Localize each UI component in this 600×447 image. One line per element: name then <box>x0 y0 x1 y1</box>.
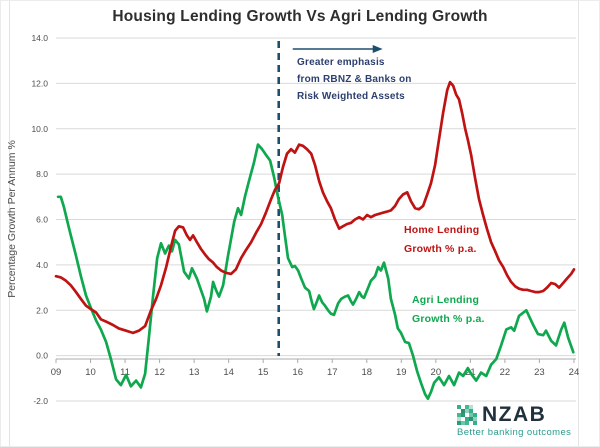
y-tick-label: 0.0 <box>36 351 48 361</box>
mosaic-pixel <box>461 413 465 417</box>
mosaic-pixel <box>465 409 469 413</box>
x-tick-label: 12 <box>154 367 165 378</box>
y-tick-label: -2.0 <box>33 396 48 406</box>
y-tick-label: 10.0 <box>31 124 48 134</box>
mosaic-pixel <box>469 405 473 409</box>
x-tick-label: 24 <box>569 367 580 378</box>
x-tick-label: 16 <box>292 367 303 378</box>
x-tick-label: 15 <box>258 367 269 378</box>
mosaic-pixel <box>469 417 473 421</box>
x-tick-label: 13 <box>189 367 200 378</box>
x-tick-label: 17 <box>327 367 338 378</box>
mosaic-pixel <box>473 421 477 425</box>
mosaic-pixel <box>465 417 469 421</box>
y-tick-label: 6.0 <box>36 215 48 225</box>
mosaic-pixel <box>457 413 461 417</box>
nzab-logo: NZAB Better banking outcomes <box>457 403 572 438</box>
x-tick-label: 19 <box>396 367 407 378</box>
series-line-agri <box>56 143 575 401</box>
mosaic-pixel <box>457 417 461 421</box>
mosaic-pixel <box>473 409 477 413</box>
right-frame-line <box>578 1 579 446</box>
mosaic-pixel <box>457 409 461 413</box>
mosaic-pixel <box>461 409 465 413</box>
annotation-line-3: Risk Weighted Assets <box>297 91 405 102</box>
x-tick-label: 09 <box>51 367 62 378</box>
home-lending-series-label: Home Lending Growth % p.a. <box>404 224 480 255</box>
y-tick-label: 12.0 <box>31 78 48 88</box>
mosaic-pixel <box>461 405 465 409</box>
mosaic-pixel <box>465 405 469 409</box>
mosaic-pixel <box>469 409 473 413</box>
mosaic-pixel <box>469 421 473 425</box>
y-axis-title: Percentage Growth Per Annum % <box>6 140 18 298</box>
agri-lending-series-label: Agri Lending Growth % p.a. <box>412 294 485 325</box>
logo-wordmark: NZAB <box>482 403 547 426</box>
annotation-line-1: Greater emphasis <box>297 57 385 68</box>
y-tick-label: 14.0 <box>31 33 48 43</box>
mosaic-pixel <box>461 421 465 425</box>
mosaic-pixel <box>457 421 461 425</box>
x-tick-label: 18 <box>361 367 372 378</box>
chart-title: Housing Lending Growth Vs Agri Lending G… <box>112 8 488 25</box>
mosaic-pixel <box>457 405 461 409</box>
nzab-mosaic-icon <box>457 405 477 425</box>
annotation-line-2: from RBNZ & Banks on <box>297 74 412 85</box>
mosaic-pixel <box>465 413 469 417</box>
annotation-arrowhead <box>372 45 383 53</box>
series-line-home <box>54 80 576 335</box>
x-tick-label: 11 <box>120 367 130 378</box>
y-tick-label: 2.0 <box>36 305 48 315</box>
y-tick-label: 4.0 <box>36 260 48 270</box>
mosaic-pixel <box>473 405 477 409</box>
mosaic-pixel <box>473 413 477 417</box>
y-tick-label: 8.0 <box>36 169 48 179</box>
x-tick-label: 22 <box>500 367 511 378</box>
logo-tagline: Better banking outcomes <box>457 427 572 438</box>
mosaic-pixel <box>473 417 477 421</box>
left-frame-line <box>9 1 10 446</box>
annotation-text: Greater emphasis from RBNZ & Banks on Ri… <box>297 54 412 105</box>
x-tick-label: 14 <box>223 367 234 378</box>
x-tick-label: 23 <box>534 367 545 378</box>
x-tick-label: 10 <box>85 367 96 378</box>
mosaic-pixel <box>465 421 469 425</box>
x-tick-label: 20 <box>431 367 442 378</box>
mosaic-pixel <box>461 417 465 421</box>
mosaic-pixel <box>469 413 473 417</box>
